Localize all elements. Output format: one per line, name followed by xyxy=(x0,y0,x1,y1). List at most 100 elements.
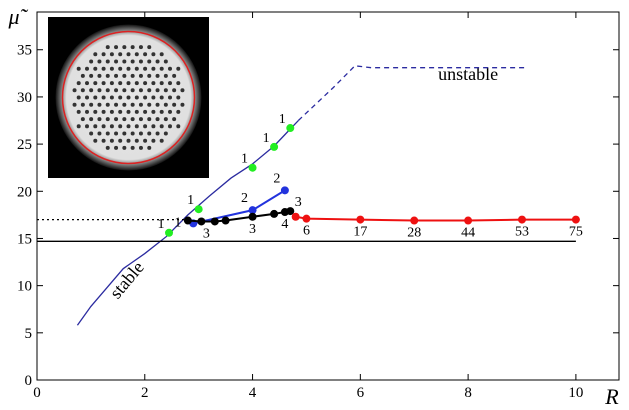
point-label: 3 xyxy=(249,222,256,237)
inset-dot xyxy=(138,131,143,136)
point xyxy=(286,207,295,216)
inset-dot xyxy=(159,109,164,114)
x-tick-label: 2 xyxy=(141,385,149,401)
inset-dot xyxy=(89,73,94,78)
y-tick-label: 35 xyxy=(17,43,32,59)
inset-dot xyxy=(114,102,119,107)
inset-dot xyxy=(134,95,139,100)
inset-dot xyxy=(109,124,114,129)
inset-dot xyxy=(80,73,85,78)
inset-dot xyxy=(130,45,135,50)
inset-dot xyxy=(147,102,152,107)
inset-dot xyxy=(151,124,156,129)
inset-dot xyxy=(163,131,168,136)
inset-dot xyxy=(147,73,152,78)
inset-dot xyxy=(85,66,89,71)
inset-dot xyxy=(122,131,127,136)
inset-dot xyxy=(126,66,131,71)
point xyxy=(210,217,219,226)
inset-dot xyxy=(134,109,139,114)
inset-dot xyxy=(168,66,172,71)
point-label: 4 xyxy=(281,217,288,232)
inset-dot xyxy=(180,88,185,93)
y-axis-title: μ̃ xyxy=(7,4,28,29)
point xyxy=(286,124,295,133)
inset-dot xyxy=(155,59,160,64)
inset-dot xyxy=(114,59,119,64)
inset-dot xyxy=(138,45,143,50)
point-label: 3 xyxy=(203,226,210,241)
inset-dot xyxy=(105,131,110,136)
inset-dot xyxy=(85,95,89,100)
inset-dot xyxy=(93,81,98,86)
inset-dot xyxy=(134,52,139,57)
point-label: 6 xyxy=(303,224,310,239)
inset-dot xyxy=(122,45,127,50)
inset-dot xyxy=(130,73,135,78)
inset-dot xyxy=(109,138,114,143)
inset-dot xyxy=(147,88,152,93)
inset-dot xyxy=(76,81,81,86)
inset-dot xyxy=(138,102,143,107)
inset-dot xyxy=(118,138,123,143)
point-label: 1 xyxy=(241,152,248,167)
inset-dot xyxy=(109,66,114,71)
point-label: 17 xyxy=(353,225,367,240)
point xyxy=(270,209,279,218)
inset-dot xyxy=(97,88,102,93)
inset-dot xyxy=(159,52,164,57)
point xyxy=(291,212,300,221)
inset-dot xyxy=(143,138,148,143)
y-tick-label: 0 xyxy=(25,373,33,389)
inset-dot xyxy=(114,73,119,78)
inset-dot xyxy=(143,66,148,71)
inset-dot xyxy=(138,73,143,78)
inset-dot xyxy=(138,59,143,64)
inset-dot xyxy=(105,59,110,64)
point xyxy=(248,206,257,215)
inset-dot xyxy=(151,52,156,57)
point xyxy=(464,216,473,225)
inset-dot xyxy=(155,117,160,122)
inset-dot xyxy=(126,124,131,129)
inset-dot xyxy=(85,81,89,86)
point-label: 3 xyxy=(295,195,302,210)
y-tick-label: 30 xyxy=(17,90,32,106)
inset-dot xyxy=(130,88,135,93)
point xyxy=(248,212,257,221)
inset-dot xyxy=(93,109,98,114)
inset-dot xyxy=(143,124,148,129)
inset-dot xyxy=(143,52,148,57)
inset-dot xyxy=(159,81,164,86)
inset-dot xyxy=(114,117,119,122)
inset-dot xyxy=(172,117,177,122)
inset-dot xyxy=(155,102,160,107)
inset-dot xyxy=(147,117,152,122)
plot-frame xyxy=(36,11,620,381)
inset-dot xyxy=(72,88,77,93)
inset-dot xyxy=(159,95,164,100)
inset-dot xyxy=(176,81,181,86)
inset-dot xyxy=(143,109,148,114)
inset-dot xyxy=(155,131,160,136)
inset-dot xyxy=(80,102,85,107)
inset-dot xyxy=(93,66,98,71)
x-tick-label: 8 xyxy=(464,385,472,401)
point xyxy=(280,186,289,195)
inset-dot xyxy=(118,95,123,100)
inset-dot xyxy=(130,59,135,64)
inset-dot xyxy=(168,124,172,129)
inset-dot xyxy=(147,131,152,136)
inset-dot xyxy=(72,102,77,107)
inset-dot xyxy=(118,52,123,57)
point-label: 2 xyxy=(273,171,280,186)
inset-dot xyxy=(134,124,139,129)
inset-dot xyxy=(126,52,131,57)
inset-dot xyxy=(134,138,139,143)
inset-dot xyxy=(151,109,156,114)
inset-dot xyxy=(172,73,177,78)
inset-dot xyxy=(163,102,168,107)
inset-dot xyxy=(143,81,148,86)
inset-dot xyxy=(105,102,110,107)
